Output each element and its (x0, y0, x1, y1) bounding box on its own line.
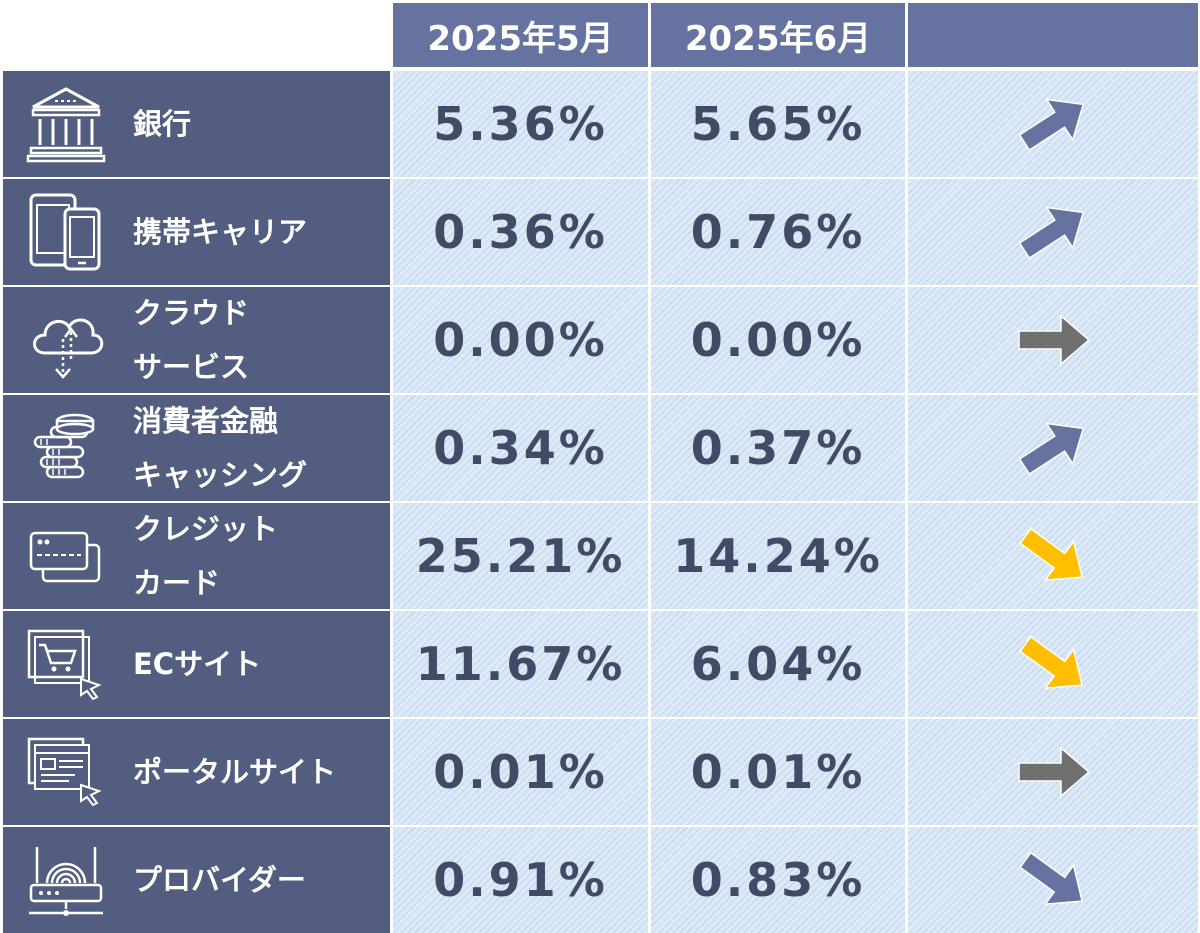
category-cell: 携帯キャリア (3, 179, 390, 285)
category-cell: ポータルサイト (3, 719, 390, 825)
value-june: 6.04% (651, 611, 905, 717)
value-june: 0.37% (651, 395, 905, 501)
value-may: 5.36% (393, 71, 648, 177)
trend-arrow-up (908, 71, 1198, 177)
category-label: ECサイト (133, 611, 380, 717)
cloud-icon (25, 299, 107, 381)
category-label: プロバイダー (133, 827, 380, 933)
trend-arrow-shape (1019, 527, 1084, 581)
trend-arrow-up (908, 395, 1198, 501)
trend-arrow-shape (1018, 98, 1085, 152)
trend-arrow-shape (1018, 746, 1091, 798)
trend-arrow-shape (1018, 206, 1085, 260)
value-may: 25.21% (393, 503, 648, 609)
web-portal-icon (25, 731, 107, 813)
trend-arrow-down-big (908, 611, 1198, 717)
value-may: 0.01% (393, 719, 648, 825)
category-label-line: 携帯キャリア (133, 215, 308, 249)
category-label-line: 消費者金融 (133, 404, 279, 438)
category-cell: 消費者金融キャッシング (3, 395, 390, 501)
header-blank-cell (3, 3, 390, 67)
category-label-line: サービス (133, 350, 250, 384)
category-label: 消費者金融キャッシング (133, 395, 380, 501)
category-label-line: クレジット (133, 512, 279, 546)
value-june: 14.24% (651, 503, 905, 609)
value-june: 0.76% (651, 179, 905, 285)
trend-arrow-down-big (908, 503, 1198, 609)
category-cell: クレジット カード (3, 503, 390, 609)
coins-icon (25, 407, 107, 489)
trend-arrow-shape (1018, 422, 1085, 476)
smartphone-icon (25, 191, 107, 273)
value-june: 5.65% (651, 71, 905, 177)
category-cell: ECサイト (3, 611, 390, 717)
trend-arrow-shape (1019, 635, 1084, 689)
category-label: 携帯キャリア (133, 179, 380, 285)
trend-arrow-down (908, 827, 1198, 933)
value-june: 0.00% (651, 287, 905, 393)
category-label: クラウド サービス (133, 287, 380, 393)
trend-arrow-up (908, 179, 1198, 285)
value-may: 11.67% (393, 611, 648, 717)
category-label-line: クラウド (133, 296, 250, 330)
value-may: 0.00% (393, 287, 648, 393)
category-label: 銀行 (133, 71, 380, 177)
category-label-line: プロバイダー (133, 863, 306, 897)
category-label-line: 銀行 (133, 107, 192, 141)
value-june: 0.83% (651, 827, 905, 933)
trend-arrow-flat (908, 719, 1198, 825)
value-may: 0.36% (393, 179, 648, 285)
category-label-line: キャッシング (133, 458, 308, 492)
router-icon (25, 839, 107, 921)
credit-card-icon (25, 515, 107, 597)
column-header-trend (908, 3, 1198, 67)
category-cell: プロバイダー (3, 827, 390, 933)
category-cell: 銀行 (3, 71, 390, 177)
column-header-2: 2025年6月 (651, 3, 905, 67)
category-label-line: カード (133, 566, 221, 600)
category-label: ポータルサイト (133, 719, 380, 825)
value-may: 0.91% (393, 827, 648, 933)
category-cell: クラウド サービス (3, 287, 390, 393)
shopping-cart-icon (25, 623, 107, 705)
trend-arrow-shape (1019, 851, 1084, 905)
category-label: クレジット カード (133, 503, 380, 609)
trend-arrow-flat (908, 287, 1198, 393)
value-june: 0.01% (651, 719, 905, 825)
value-may: 0.34% (393, 395, 648, 501)
trend-arrow-shape (1018, 314, 1091, 366)
column-header-1: 2025年5月 (393, 3, 648, 67)
category-label-line: ポータルサイト (133, 755, 337, 789)
category-label-line: ECサイト (133, 647, 262, 681)
bank-icon (25, 83, 107, 165)
